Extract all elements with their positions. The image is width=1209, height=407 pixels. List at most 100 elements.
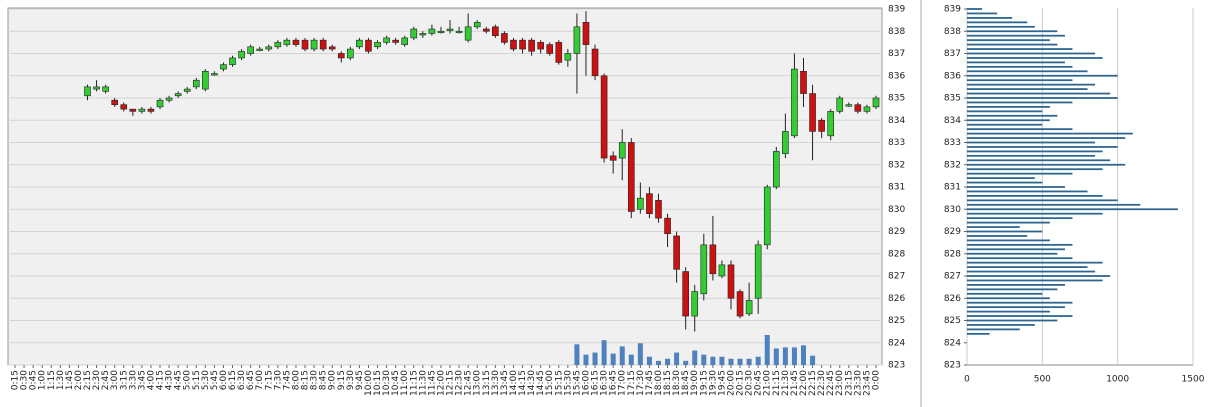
candle-body [782, 131, 789, 154]
candle-body [854, 104, 862, 112]
volume-bar [737, 358, 743, 365]
volume-bar [719, 356, 725, 365]
x-tick-label: 9:30 [346, 370, 356, 390]
candle-body [120, 104, 128, 110]
candle-body [256, 48, 264, 51]
x-tick-label: 7:15 [264, 370, 274, 390]
profile-bar [967, 328, 1020, 331]
x-tick-label: 12:15 [446, 370, 456, 396]
candle-body [319, 39, 327, 50]
profile-bar [967, 128, 1073, 131]
x-tick-label: 12:45 [464, 370, 474, 396]
volume-bar [810, 355, 816, 365]
profile-bar [967, 217, 1073, 220]
candle-body [872, 97, 880, 108]
candle-body [301, 39, 309, 50]
x-tick-label: 10:45 [391, 370, 401, 396]
candle-body [365, 39, 372, 52]
profile-bar [967, 257, 1073, 260]
candle-body [383, 37, 390, 43]
x-tick-label: 11:45 [427, 370, 437, 396]
candle-body [328, 46, 336, 50]
x-tick-label: 23:45 [862, 370, 872, 396]
x-tick-label: 15:30 [563, 370, 573, 396]
x-tick-label: 21:30 [781, 370, 791, 396]
y-tick-label: 828 [944, 249, 961, 259]
x-tick-label: 22:00 [799, 370, 809, 396]
candle-body [673, 235, 680, 270]
x-tick-label: 23:30 [853, 370, 863, 396]
y-tick-label: 825 [888, 316, 905, 326]
volume-bar [692, 350, 698, 365]
y-tick-label: 837 [944, 49, 961, 59]
volume-bar [755, 356, 761, 365]
candle-body [609, 155, 617, 161]
candle-body [700, 244, 708, 295]
x-tick-label: 15:15 [554, 370, 564, 396]
candle-body [591, 48, 599, 77]
profile-bar [967, 159, 1111, 162]
profile-bar [967, 150, 1103, 153]
x-tick-label: 12:30 [455, 370, 465, 396]
x-tick-label: 7:30 [273, 370, 283, 390]
candle-body [809, 93, 816, 132]
x-tick-label: 22:45 [826, 370, 836, 396]
profile-bar [967, 141, 1096, 144]
x-tick-label: 0:30 [20, 370, 30, 390]
candle-body [410, 28, 418, 39]
candle-body [800, 71, 807, 94]
volume-bar [655, 360, 661, 365]
candle-body [111, 99, 118, 105]
x-tick-label: 0 [964, 375, 970, 385]
volume-bar [583, 354, 589, 365]
y-tick-label: 833 [944, 138, 961, 148]
volume-bar [701, 354, 707, 365]
candle-body [546, 44, 554, 54]
x-tick-label: 16:00 [581, 370, 591, 396]
profile-bar [967, 97, 1118, 99]
candle-body [718, 264, 726, 277]
candle-body [437, 30, 445, 34]
candle-body [392, 39, 399, 43]
candle-body [773, 151, 780, 188]
candle-body [192, 79, 200, 88]
profile-bar [967, 279, 1103, 282]
x-tick-label: 11:15 [409, 370, 419, 396]
y-tick-label: 837 [888, 49, 905, 59]
profile-bar [967, 83, 1096, 86]
x-tick-label: 5:45 [210, 370, 220, 390]
x-tick-label: 16:15 [591, 370, 601, 396]
candle-body [229, 57, 236, 65]
candle-body [627, 142, 635, 212]
profile-bar [967, 172, 1073, 175]
candle-body [845, 104, 853, 107]
volume-bar [773, 348, 779, 365]
volume-bar [628, 354, 634, 365]
y-tick-label: 825 [944, 316, 961, 326]
x-tick-label: 0:15 [11, 370, 21, 390]
profile-bar [967, 163, 1126, 166]
y-tick-label: 835 [944, 94, 961, 104]
profile-bar [967, 146, 1118, 148]
candle-body [247, 46, 254, 54]
x-tick-label: 6:15 [228, 370, 238, 390]
profile-bar [967, 319, 1058, 322]
x-tick-label: 4:45 [174, 370, 184, 390]
profile-bar [967, 306, 1065, 309]
x-tick-label: 18:30 [672, 370, 682, 396]
volume-bar [610, 353, 616, 365]
profile-bar [967, 203, 1141, 206]
profile-bar [967, 168, 1103, 171]
profile-bar [967, 266, 1088, 268]
candle-body [138, 108, 146, 112]
candle-body [745, 300, 753, 315]
volume-bar [782, 347, 788, 365]
candle-body [455, 30, 463, 34]
profile-bar [967, 65, 1073, 68]
profile-bar [967, 34, 1065, 37]
profile-bar [967, 25, 1035, 28]
x-tick-label: 5:00 [183, 370, 193, 390]
x-tick-label: 13:45 [500, 370, 510, 396]
x-tick-label: 18:15 [663, 370, 673, 396]
x-tick-label: 14:45 [536, 370, 546, 396]
